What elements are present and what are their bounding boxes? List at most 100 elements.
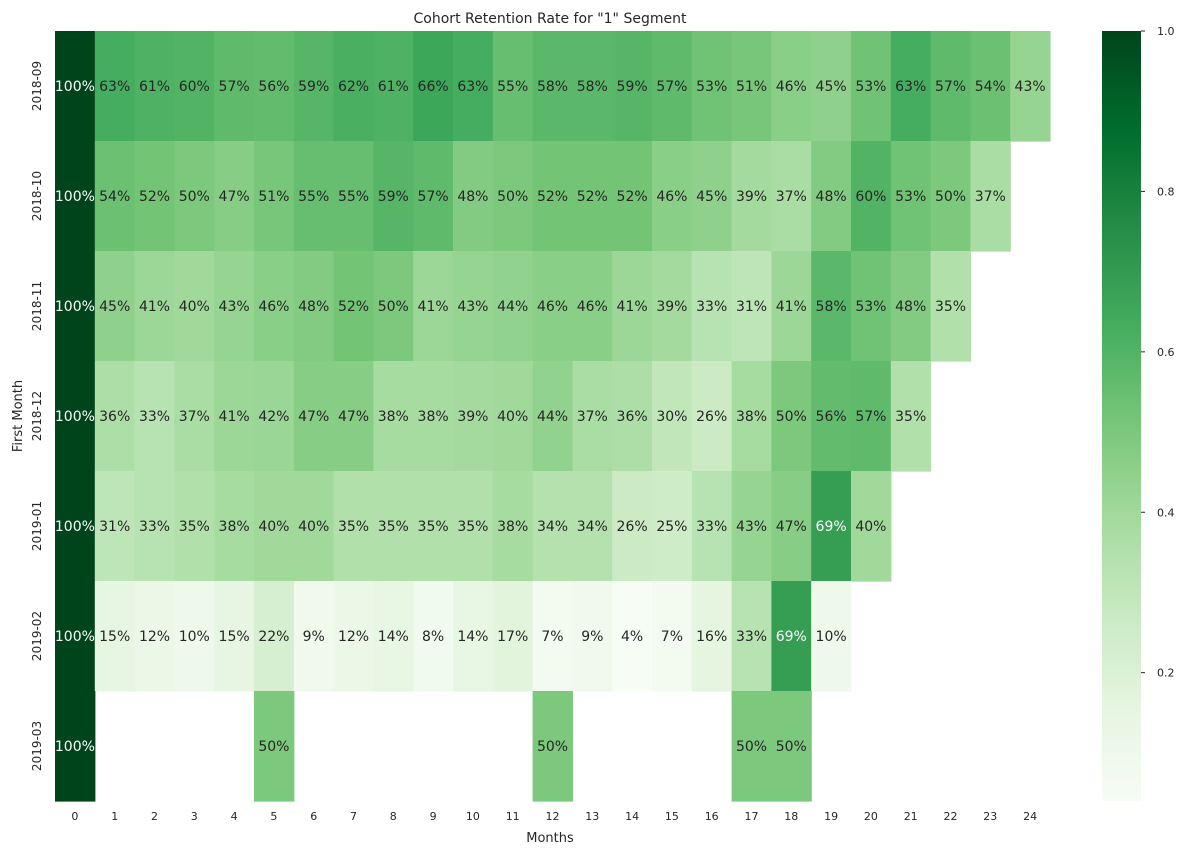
cell-value-label: 48%: [457, 189, 488, 205]
cell-value-label: 25%: [656, 519, 687, 535]
heatmap-cell: [214, 31, 255, 142]
heatmap-cell: [851, 251, 892, 362]
cell-value-label: 37%: [179, 409, 210, 425]
x-tick-label: 8: [390, 810, 397, 823]
heatmap-cell: [532, 251, 573, 362]
cell-value-label: 56%: [816, 409, 847, 425]
heatmap-cell: [652, 361, 693, 472]
x-tick-label: 20: [864, 810, 878, 823]
heatmap-cell: [731, 691, 772, 802]
heatmap-cell: [174, 361, 215, 472]
heatmap-cell: [652, 141, 693, 252]
heatmap-cell: [333, 251, 374, 362]
heatmap-cell: [293, 141, 335, 252]
heatmap-cell: [55, 581, 96, 692]
cell-value-label: 10%: [816, 629, 847, 645]
heatmap-cell: [851, 31, 892, 142]
heatmap-cell: [453, 471, 494, 582]
cell-value-label: 35%: [457, 519, 488, 535]
cell-value-label: 34%: [577, 519, 608, 535]
x-tick-label: 9: [430, 810, 437, 823]
cell-value-label: 9%: [303, 629, 325, 645]
heatmap-cell: [492, 471, 534, 582]
heatmap-cell: [612, 31, 653, 142]
cell-value-label: 38%: [378, 409, 409, 425]
cell-value-label: 53%: [855, 299, 886, 315]
cell-value-label: 69%: [816, 519, 847, 535]
cell-value-label: 35%: [418, 519, 449, 535]
cell-value-label: 57%: [219, 79, 250, 95]
cell-value-label: 10%: [179, 629, 210, 645]
heatmap-cell: [254, 361, 295, 472]
heatmap-cell: [174, 581, 215, 692]
cell-value-label: 41%: [139, 299, 170, 315]
colorbar-tick-label: 0.8: [1157, 185, 1175, 198]
cell-value-label: 8%: [422, 629, 444, 645]
heatmap-cell: [691, 471, 733, 582]
cell-value-label: 4%: [621, 629, 643, 645]
cell-value-label: 48%: [816, 189, 847, 205]
cell-value-label: 55%: [497, 79, 528, 95]
heatmap-cell: [691, 581, 733, 692]
cell-value-label: 55%: [338, 189, 369, 205]
heatmap-cell: [492, 361, 534, 472]
heatmap-cell: [612, 471, 653, 582]
cell-value-label: 33%: [736, 629, 767, 645]
cell-value-label: 59%: [378, 189, 409, 205]
cell-value-label: 38%: [497, 519, 528, 535]
chart-title: Cohort Retention Rate for "1" Segment: [414, 11, 687, 27]
heatmap-cell: [453, 31, 494, 142]
cell-value-label: 43%: [457, 299, 488, 315]
cell-value-label: 36%: [99, 409, 130, 425]
heatmap-cell: [1010, 31, 1051, 142]
cell-value-label: 50%: [258, 739, 289, 755]
cell-value-label: 100%: [55, 739, 95, 755]
heatmap-cell: [652, 471, 693, 582]
heatmap-cell: [55, 141, 96, 252]
heatmap-cell: [214, 251, 255, 362]
heatmap-cell: [851, 471, 892, 582]
heatmap-cell: [94, 141, 136, 252]
heatmap-cell: [851, 361, 892, 472]
cell-value-label: 59%: [298, 79, 329, 95]
cell-value-label: 63%: [895, 79, 926, 95]
cell-value-label: 46%: [537, 299, 568, 315]
heatmap-cell: [254, 141, 295, 252]
heatmap-cell: [453, 251, 494, 362]
y-tick-label: 2018-09: [30, 61, 44, 111]
colorbar-tick-label: 1.0: [1157, 25, 1175, 38]
cell-value-label: 100%: [55, 189, 95, 205]
heatmap-cell: [851, 141, 892, 252]
heatmap-cell: [890, 31, 932, 142]
cell-value-label: 41%: [617, 299, 648, 315]
cell-value-label: 45%: [99, 299, 130, 315]
heatmap-cell: [771, 471, 812, 582]
heatmap-cell: [572, 251, 613, 362]
cell-value-label: 46%: [258, 299, 289, 315]
cell-value-label: 33%: [139, 519, 170, 535]
cell-value-label: 31%: [99, 519, 130, 535]
heatmap-cell: [413, 361, 454, 472]
cell-value-label: 33%: [696, 519, 727, 535]
y-axis-ticks: 2018-09 2018-10 2018-11 2018-12 2019-01 2019-…: [30, 61, 44, 771]
heatmap-cell: [254, 471, 295, 582]
heatmap-cell: [890, 251, 932, 362]
cell-value-label: 12%: [139, 629, 170, 645]
x-tick-label: 22: [944, 810, 958, 823]
cell-value-label: 35%: [895, 409, 926, 425]
heatmap-cell: [771, 141, 812, 252]
cell-value-label: 7%: [541, 629, 563, 645]
cell-value-label: 43%: [1015, 79, 1046, 95]
heatmap-cell: [214, 471, 255, 582]
cell-value-label: 39%: [656, 299, 687, 315]
heatmap-cell: [652, 251, 693, 362]
y-tick-label: 2019-01: [30, 501, 44, 551]
cell-value-label: 100%: [55, 79, 95, 95]
heatmap-cell: [970, 31, 1011, 142]
cell-value-label: 47%: [338, 409, 369, 425]
heatmap-cell: [214, 581, 255, 692]
heatmap-cell: [731, 31, 772, 142]
cell-value-label: 33%: [139, 409, 170, 425]
cell-value-label: 30%: [656, 409, 687, 425]
cell-value-label: 54%: [975, 79, 1006, 95]
